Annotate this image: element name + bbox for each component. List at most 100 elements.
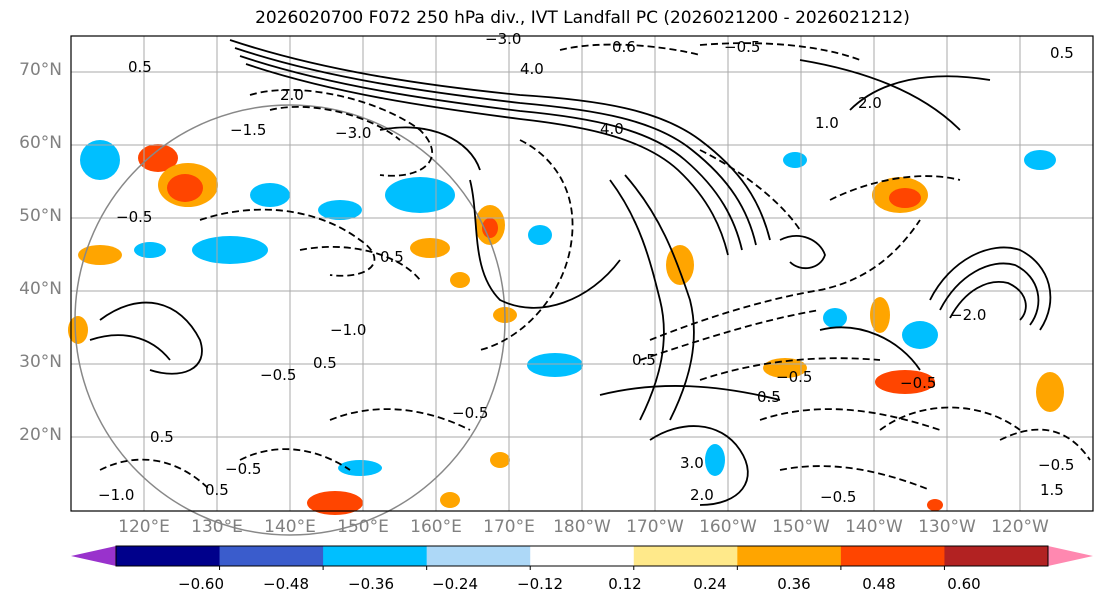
pos-div-area <box>763 358 807 378</box>
colorbar-tick-label: −0.48 <box>263 575 309 593</box>
contour-label: −1.5 <box>230 121 266 139</box>
neg-div-area <box>134 242 166 258</box>
contour-label: −0.5 <box>900 374 936 392</box>
colorbar <box>71 545 1093 570</box>
divergence-shading <box>68 140 1064 515</box>
contour-label: −0.5 <box>1038 456 1074 474</box>
contour-label: 0.5 <box>1050 44 1074 62</box>
map-title: 2026020700 F072 250 hPa div., IVT Landfa… <box>255 8 910 28</box>
contour-label: 0.6 <box>612 38 636 56</box>
contour-label: 0.5 <box>757 388 781 406</box>
lat-label: 70°N <box>19 60 62 80</box>
contour-label: 0.5 <box>150 428 174 446</box>
pos-div-area <box>666 245 694 285</box>
colorbar-tick-label: −0.24 <box>432 575 478 593</box>
neg-div-area <box>1024 150 1056 170</box>
colorbar-swatch <box>737 546 842 566</box>
lon-label: 150°E <box>337 517 389 537</box>
colorbar-tick-label: −0.12 <box>517 575 563 593</box>
lon-label: 160°W <box>699 517 757 537</box>
colorbar-right-extension <box>1048 546 1093 566</box>
pos-div-area <box>138 144 178 172</box>
colorbar-swatch <box>219 546 324 566</box>
pos-div-area <box>1036 372 1064 412</box>
lon-label: 140°W <box>845 517 903 537</box>
colorbar-tick-label: 0.24 <box>693 575 727 593</box>
colorbar-outline <box>115 545 1049 567</box>
colorbar-tick-label: 0.48 <box>862 575 896 593</box>
lat-label: 50°N <box>19 206 62 226</box>
contour-label: −1.0 <box>98 486 134 504</box>
contour-label: 0.5 <box>380 248 404 266</box>
contour-label: 0.5 <box>313 354 337 372</box>
colorbar-tick-label: 0.60 <box>947 575 981 593</box>
colorbar-swatch <box>633 546 738 566</box>
contour-label: 2.0 <box>280 86 304 104</box>
colorbar-tick-label: 0.36 <box>777 575 811 593</box>
contour-label: −3.0 <box>485 30 521 48</box>
neg-div-area <box>705 444 725 476</box>
pos-div-area <box>78 245 122 265</box>
landfall-region-circle <box>74 104 506 536</box>
neg-div-area <box>783 152 807 168</box>
contour-label: −3.0 <box>335 124 371 142</box>
colorbar-swatch <box>944 546 1049 566</box>
pos-div-area <box>410 238 450 258</box>
contour-label: −0.5 <box>724 38 760 56</box>
neg-div-area <box>250 183 290 207</box>
contour-label: 3.0 <box>680 454 704 472</box>
colorbar-swatch <box>323 546 428 566</box>
contour-label: −1.0 <box>330 321 366 339</box>
contour-label: 0.5 <box>632 351 656 369</box>
contour-label: −0.5 <box>820 488 856 506</box>
pos-div-area <box>307 491 363 515</box>
contour-label: 4.0 <box>600 120 624 138</box>
lat-label: 40°N <box>19 279 62 299</box>
lat-label: 20°N <box>19 425 62 445</box>
pos-div-area <box>450 272 470 288</box>
pos-div-area <box>167 174 203 202</box>
neg-div-area <box>385 177 455 213</box>
neg-div-area <box>527 353 583 377</box>
contour-label: 2.0 <box>858 94 882 112</box>
contour-label: −0.5 <box>452 404 488 422</box>
colorbar-tick-label: 0.12 <box>608 575 642 593</box>
lon-label: 160°E <box>410 517 462 537</box>
graticule <box>71 36 1093 511</box>
lon-label: 120°W <box>991 517 1049 537</box>
lon-label: 180°W <box>553 517 611 537</box>
contour-labels: 0.5 −0.5 0.5 0.5 −0.5 0.5 0.5 −0.5 −0.5 … <box>98 30 1074 506</box>
pos-div-area <box>875 370 935 394</box>
lon-label: 150°W <box>772 517 830 537</box>
pos-div-area <box>927 499 943 511</box>
colorbar-swatch <box>530 546 635 566</box>
lon-label: 170°W <box>626 517 684 537</box>
lon-label: 130°W <box>918 517 976 537</box>
pos-div-area <box>870 297 890 333</box>
contour-label: 1.5 <box>1040 481 1064 499</box>
positive-contours <box>89 39 1052 506</box>
colorbar-swatch <box>116 546 221 566</box>
contour-label: 0.5 <box>128 58 152 76</box>
neg-div-area <box>80 140 120 180</box>
colorbar-tick-label: −0.36 <box>348 575 394 593</box>
neg-div-area <box>528 225 552 245</box>
lon-label: 140°E <box>264 517 316 537</box>
pos-div-area <box>440 492 460 508</box>
negative-contours <box>99 42 1091 491</box>
colorbar-swatch <box>840 546 945 566</box>
neg-div-area <box>823 308 847 328</box>
lat-label: 30°N <box>19 352 62 372</box>
contour-label: −2.0 <box>950 306 986 324</box>
pos-div-area <box>490 452 510 468</box>
colorbar-tick-label: −0.60 <box>178 575 224 593</box>
contour-label: 1.0 <box>815 114 839 132</box>
neg-div-area <box>902 321 938 349</box>
contour-label: 2.0 <box>690 486 714 504</box>
pos-div-area <box>889 188 921 208</box>
lon-label: 130°E <box>191 517 243 537</box>
contour-label: −0.5 <box>260 366 296 384</box>
colorbar-swatch <box>426 546 531 566</box>
neg-div-area <box>338 460 382 476</box>
